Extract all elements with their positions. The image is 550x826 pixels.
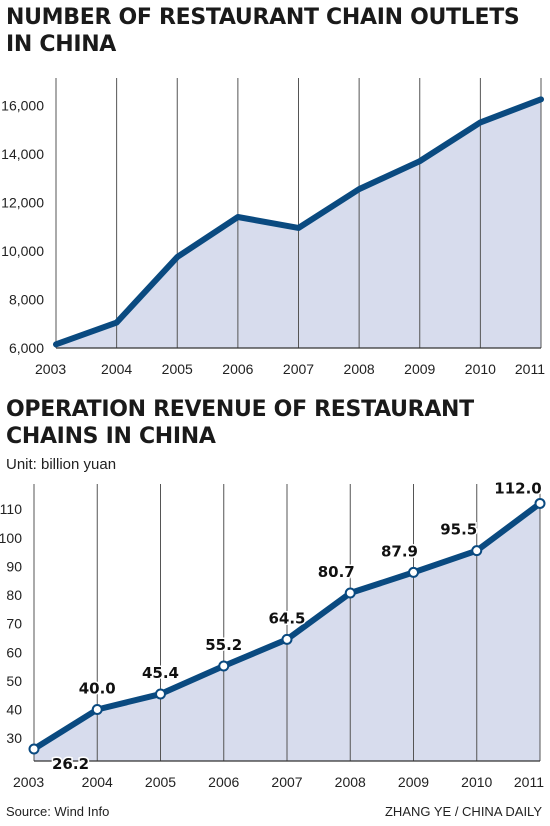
revenue-chart: 30 40 50 60 70 80 90 100 110 2003 2004 2005 2006 2007…: [0, 478, 546, 790]
x-tick-label-1-1: 2004: [82, 774, 113, 790]
y-tick-label-0-1: 8,000: [9, 291, 44, 307]
y-tick-label-0-4: 14,000: [1, 146, 44, 162]
data-point-4: [281, 633, 293, 645]
data-point-2: [155, 688, 166, 700]
data-label-1: 40.0: [79, 679, 116, 697]
y-tick-label-1-0: 30: [6, 730, 22, 746]
data-label-0: 26.2: [52, 755, 89, 773]
data-point-0: [28, 743, 40, 755]
x-tick-label-1-7: 2010: [461, 774, 492, 790]
y-tick-label-1-3: 60: [6, 644, 22, 660]
y-tick-label-1-7: 100: [0, 530, 22, 546]
x-tick-label-1-2: 2005: [145, 774, 176, 790]
series-line-0: [53, 96, 544, 348]
outlets-chart: 6,000 8,000 10,000 12,000 14,000 16,000 2003 20…: [1, 78, 545, 377]
y-tick-label-1-2: 50: [6, 673, 22, 689]
y-tick-label-0-5: 16,000: [1, 97, 44, 113]
x-tick-label-1-3: 2006: [208, 774, 239, 790]
data-label-2: 45.4: [142, 664, 179, 682]
data-point-6: [408, 566, 419, 578]
y-tick-label-0-0: 6,000: [9, 340, 44, 356]
data-point-3: [218, 660, 230, 672]
x-tick-label-0-3: 2006: [222, 361, 253, 377]
x-tick-label-1-5: 2008: [335, 774, 366, 790]
data-label-7: 95.5: [440, 521, 477, 539]
chart-1-title: NUMBER OF RESTAURANT CHAIN OUTLETS IN CH…: [6, 5, 520, 57]
source-note: Source: Wind Info: [6, 804, 110, 819]
x-tick-label-0-1: 2004: [101, 361, 132, 377]
chart-2-title: OPERATION REVENUE OF RESTAURANT CHAINS I…: [6, 397, 474, 449]
x-tick-label-0-2: 2005: [162, 361, 193, 377]
data-point-1: [91, 703, 103, 715]
x-tick-label-0-8: 2011: [515, 361, 545, 377]
x-tick-label-0-5: 2008: [344, 361, 375, 377]
x-tick-label-0-4: 2007: [283, 361, 314, 377]
data-label-6: 87.9: [381, 542, 418, 560]
credit-note: ZHANG YE / CHINA DAILY: [384, 804, 542, 819]
y-tick-label-1-1: 40: [6, 701, 22, 717]
y-tick-label-0-3: 12,000: [1, 194, 44, 210]
x-tick-label-0-6: 2009: [404, 361, 435, 377]
data-point-5: [344, 587, 356, 599]
data-label-5: 80.7: [318, 563, 355, 581]
x-tick-label-1-8: 2011: [514, 774, 544, 790]
y-tick-label-1-8: 110: [0, 501, 22, 517]
x-tick-label-0-7: 2010: [465, 361, 496, 377]
y-tick-label-1-5: 80: [6, 587, 22, 603]
x-tick-label-1-6: 2009: [398, 774, 429, 790]
data-point-7: [471, 545, 483, 557]
data-label-8: 112.0: [494, 479, 541, 497]
x-tick-label-1-4: 2007: [271, 774, 302, 790]
y-tick-label-0-2: 10,000: [1, 243, 44, 259]
data-label-3: 55.2: [205, 636, 242, 654]
y-tick-label-1-4: 70: [6, 616, 22, 632]
data-label-4: 64.5: [268, 609, 305, 627]
chart-2-unit: Unit: billion yuan: [6, 456, 117, 473]
x-tick-label-1-0: 2003: [13, 774, 44, 790]
y-tick-label-1-6: 90: [6, 558, 22, 574]
data-point-8: [534, 497, 546, 509]
x-tick-label-0-0: 2003: [35, 361, 66, 377]
